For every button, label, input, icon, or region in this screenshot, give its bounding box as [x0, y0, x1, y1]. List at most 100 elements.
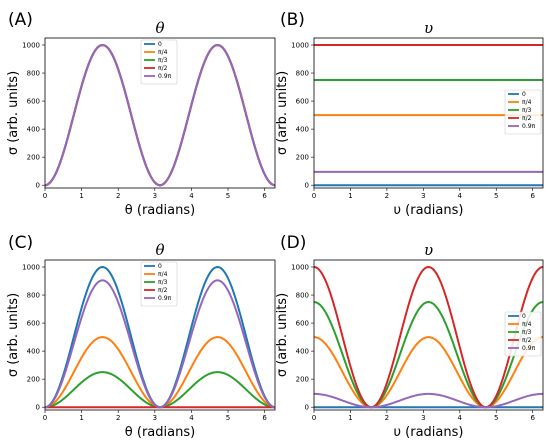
series-lines [314, 44, 543, 187]
y-tick-label: 1000 [22, 264, 40, 272]
x-axis-label: υ (radians) [394, 425, 464, 440]
panel-label: (B) [280, 10, 305, 30]
panel-label: (D) [280, 233, 306, 253]
axes-frame [44, 37, 276, 189]
x-axis-label: θ (radians) [125, 425, 195, 440]
legend-label: 0.9π [522, 123, 536, 130]
panel-b: (B) υ 0 1 2 3 4 5 6 0 200 400 600 800 1000 υ (radians) σ… [275, 10, 544, 218]
panel-label: (C) [8, 233, 33, 253]
y-axis-label: σ (arb. units) [275, 293, 290, 377]
legend-label: 0.9π [158, 73, 172, 80]
y-tick-label: 200 [27, 376, 40, 384]
y-tick-label: 800 [296, 292, 309, 300]
legend-box [504, 311, 542, 357]
x-tick-label: 3 [421, 192, 425, 200]
y-tick-label: 600 [296, 320, 309, 328]
y-tick-label: 800 [27, 292, 40, 300]
panel-a: (A) θ 0 1 2 3 4 5 6 0 200 400 600 800 1000 θ (radians) σ… [6, 10, 276, 218]
x-tick-label: 3 [153, 192, 157, 200]
y-tick-label: 1000 [291, 264, 309, 272]
x-tick-label: 6 [262, 192, 267, 200]
legend-label: π/4 [158, 49, 168, 56]
x-tick-label: 4 [458, 414, 463, 422]
y-tick-label: 200 [296, 376, 309, 384]
series-line [314, 301, 543, 409]
x-tick-label: 1 [348, 414, 352, 422]
y-tick-label: 200 [296, 154, 309, 162]
axes-frame [313, 259, 544, 411]
legend-label: 0 [158, 263, 162, 270]
x-tick-label: 3 [421, 414, 425, 422]
y-tick-label: 600 [27, 98, 40, 106]
x-tick-label: 5 [494, 192, 498, 200]
legend: 0π/4π/3π/20.9π [504, 311, 542, 357]
series-line [45, 336, 275, 409]
x-tick-label: 4 [189, 414, 194, 422]
x-tick-label: 5 [494, 414, 498, 422]
axes-frame [313, 37, 544, 189]
legend-label: π/2 [522, 337, 532, 344]
x-tick-label: 1 [79, 414, 83, 422]
y-tick-label: 0 [305, 404, 309, 412]
legend-box [140, 261, 178, 307]
x-tick-label: 0 [312, 192, 316, 200]
legend-label: 0 [522, 313, 526, 320]
legend-box [504, 89, 542, 135]
panel-c: (C) θ 0 1 2 3 4 5 6 0 200 400 600 800 1000 θ (radians) σ… [6, 233, 276, 440]
legend-label: π/2 [522, 115, 532, 122]
x-tick-label: 4 [458, 192, 463, 200]
y-tick-label: 400 [296, 348, 309, 356]
series-lines [45, 266, 275, 409]
y-tick-label: 400 [296, 126, 309, 134]
y-tick-label: 600 [296, 98, 309, 106]
series-line [45, 371, 275, 409]
legend-label: π/2 [158, 65, 168, 72]
panel-d: (D) υ 0 1 2 3 4 5 6 0 200 400 600 800 1000 υ (radians) σ… [275, 233, 544, 440]
legend-label: π/3 [158, 57, 168, 64]
legend-label: π/2 [158, 287, 168, 294]
y-axis-label: σ (arb. units) [275, 71, 290, 155]
series-line [314, 266, 543, 409]
y-tick-label: 1000 [22, 42, 40, 50]
x-tick-label: 1 [79, 192, 83, 200]
y-tick-label: 800 [27, 70, 40, 78]
legend: 0π/4π/3π/20.9π [140, 261, 178, 307]
chart-title: υ [424, 241, 433, 259]
x-tick-label: 2 [385, 192, 389, 200]
x-tick-label: 3 [153, 414, 157, 422]
x-tick-label: 0 [43, 414, 47, 422]
x-tick-label: 4 [189, 192, 194, 200]
legend-label: π/3 [158, 279, 168, 286]
y-tick-label: 200 [27, 154, 40, 162]
legend-label: π/4 [522, 321, 532, 328]
x-tick-label: 5 [226, 192, 230, 200]
legend-label: π/3 [522, 107, 532, 114]
y-tick-label: 400 [27, 126, 40, 134]
x-tick-label: 6 [262, 414, 267, 422]
legend-label: 0.9π [522, 345, 536, 352]
chart-title: θ [155, 241, 164, 259]
x-tick-label: 2 [116, 414, 120, 422]
panel-label: (A) [8, 10, 33, 30]
legend-label: π/4 [158, 271, 168, 278]
y-axis-label: σ (arb. units) [6, 293, 21, 377]
x-tick-label: 2 [385, 414, 389, 422]
y-tick-label: 0 [305, 182, 309, 190]
legend-label: 0.9π [158, 295, 172, 302]
x-tick-label: 0 [43, 192, 47, 200]
x-tick-label: 1 [348, 192, 352, 200]
legend-label: π/4 [522, 99, 532, 106]
chart-title: θ [155, 19, 164, 37]
legend-label: 0 [522, 91, 526, 98]
y-tick-label: 0 [36, 182, 40, 190]
chart-title: υ [424, 19, 433, 37]
legend-box [140, 39, 178, 85]
series-line [45, 279, 275, 409]
x-tick-label: 6 [530, 192, 535, 200]
series-lines [314, 266, 543, 409]
y-tick-label: 0 [36, 404, 40, 412]
y-tick-label: 800 [296, 70, 309, 78]
legend-label: π/3 [522, 329, 532, 336]
x-tick-label: 2 [116, 192, 120, 200]
